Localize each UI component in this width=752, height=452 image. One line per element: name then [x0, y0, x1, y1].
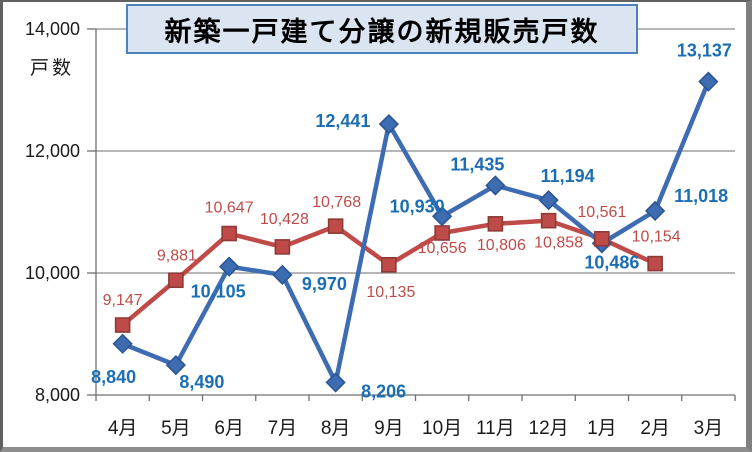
- x-tick-label: 5月: [161, 418, 191, 439]
- data-point-marker: [221, 225, 237, 242]
- x-tick-label: 7月: [268, 418, 298, 439]
- data-label: 10,486: [584, 252, 639, 272]
- data-label: 10,647: [205, 200, 254, 217]
- data-point-marker: [378, 113, 400, 135]
- data-label: 11,194: [541, 166, 595, 186]
- data-label: 9,147: [103, 292, 143, 309]
- data-point-marker: [218, 256, 240, 277]
- x-tick-label: 8月: [321, 418, 351, 439]
- y-tick-label: 12,000: [25, 141, 80, 161]
- data-point-marker: [325, 372, 346, 393]
- data-point-marker: [698, 71, 719, 92]
- y-axis-unit-label: 戸数: [30, 58, 75, 79]
- data-label: 11,018: [674, 186, 728, 206]
- x-tick-label: 10月: [422, 418, 462, 439]
- data-label: 10,105: [191, 282, 246, 302]
- x-tick-label: 3月: [694, 418, 724, 439]
- data-point-marker: [647, 255, 663, 272]
- data-point-marker: [274, 239, 291, 255]
- data-point-marker: [381, 256, 397, 273]
- data-point-marker: [327, 218, 344, 234]
- data-point-marker: [165, 354, 187, 376]
- data-label: 9,970: [302, 274, 347, 294]
- data-label: 10,768: [312, 194, 361, 211]
- data-label: 11,435: [450, 154, 504, 174]
- chart-title: 新築一戸建て分譲の新規販売戸数: [126, 4, 638, 54]
- data-label: 10,806: [477, 237, 526, 254]
- data-label: 10,561: [577, 204, 626, 221]
- data-label: 13,137: [677, 41, 732, 61]
- data-label: 8,206: [361, 381, 406, 401]
- data-label: 10,858: [534, 235, 583, 252]
- data-label: 12,441: [315, 111, 370, 131]
- data-point-marker: [594, 230, 610, 247]
- data-point-marker: [538, 190, 559, 211]
- data-point-marker: [487, 216, 504, 232]
- data-label: 10,135: [366, 284, 415, 301]
- data-point-marker: [434, 225, 450, 241]
- data-point-marker: [168, 272, 184, 289]
- x-tick-label: 1月: [587, 418, 617, 439]
- data-point-marker: [644, 200, 666, 222]
- x-tick-label: 6月: [214, 418, 244, 439]
- data-point-marker: [112, 333, 133, 354]
- y-tick-label: 14,000: [25, 19, 80, 39]
- y-tick-label: 10,000: [25, 263, 80, 283]
- data-point-marker: [540, 212, 557, 229]
- blue-series-line: [120, 79, 711, 385]
- data-label: 9,881: [157, 247, 197, 264]
- data-label: 10,656: [418, 240, 467, 257]
- x-tick-label: 11月: [476, 418, 515, 439]
- data-label: 8,490: [179, 372, 224, 392]
- data-point-marker: [272, 264, 293, 285]
- y-tick-label: 8,000: [35, 385, 80, 405]
- data-label: 10,154: [632, 229, 681, 246]
- data-label: 10,428: [260, 211, 309, 228]
- x-tick-label: 2月: [640, 418, 670, 439]
- data-label: 8,840: [91, 367, 136, 387]
- x-tick-label: 4月: [108, 418, 138, 439]
- x-tick-label: 9月: [374, 418, 404, 439]
- data-label: 10,930: [390, 196, 445, 216]
- x-tick-label: 12月: [529, 418, 569, 439]
- data-point-marker: [485, 175, 506, 196]
- data-point-marker: [114, 317, 131, 333]
